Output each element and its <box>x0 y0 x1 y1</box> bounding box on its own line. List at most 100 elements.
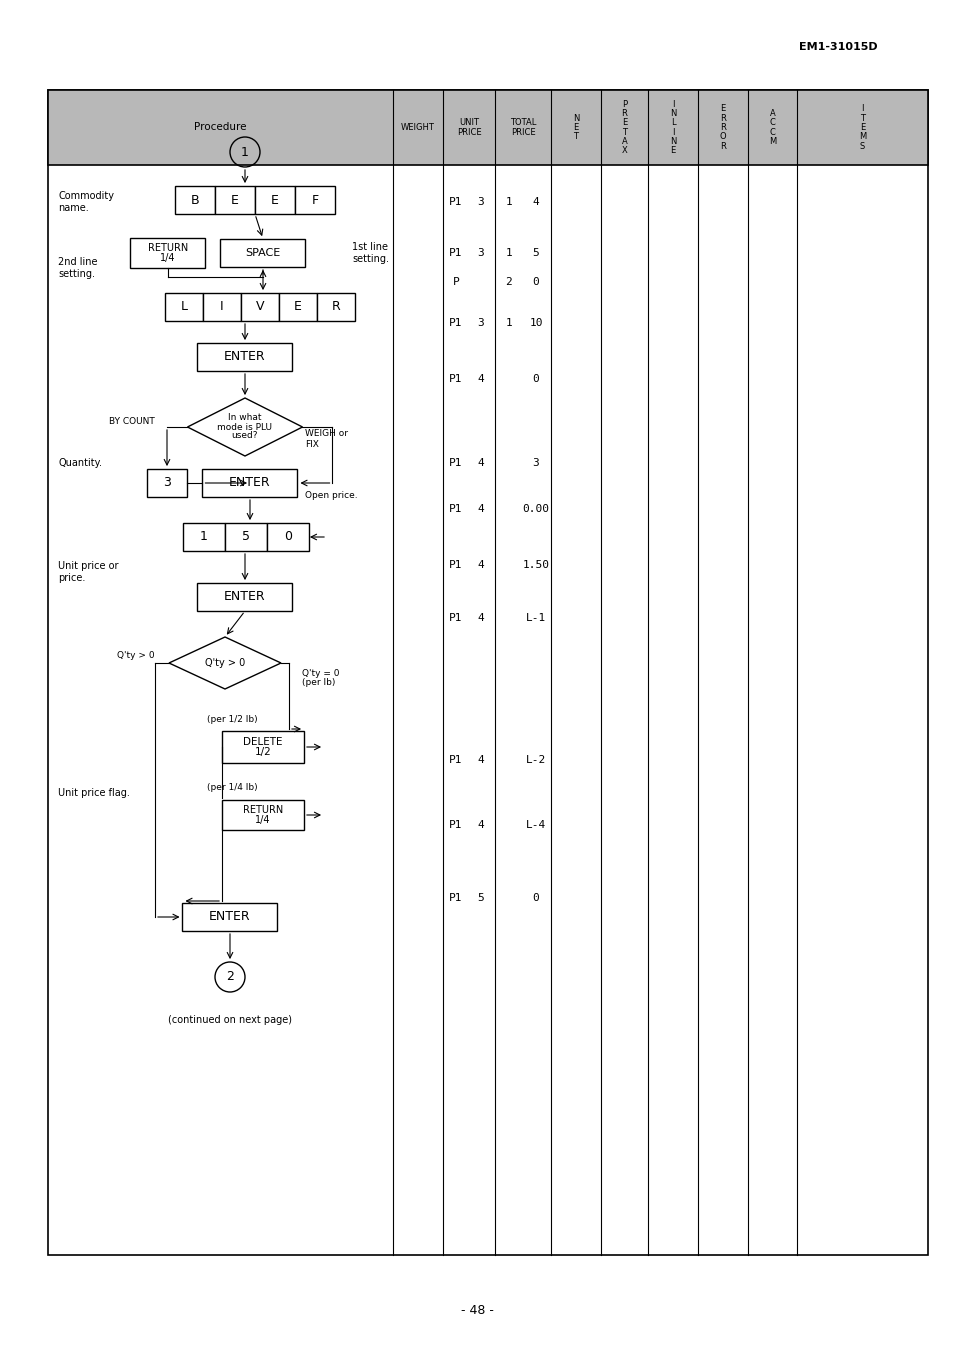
Text: Q'ty > 0: Q'ty > 0 <box>117 651 154 659</box>
Text: Q'ty = 0
(per lb): Q'ty = 0 (per lb) <box>302 668 339 687</box>
Bar <box>48 90 927 165</box>
Text: A
C
C
M: A C C M <box>768 109 776 147</box>
Bar <box>254 186 294 214</box>
Text: P
R
E
T
A
X: P R E T A X <box>621 100 627 156</box>
Text: 1: 1 <box>505 196 512 207</box>
Text: 4: 4 <box>477 459 484 468</box>
Text: L-4: L-4 <box>525 820 545 830</box>
Text: E
R
R
O
R: E R R O R <box>719 105 725 151</box>
Text: E: E <box>271 194 278 207</box>
Text: N
E
T: N E T <box>572 113 578 141</box>
Bar <box>222 800 304 830</box>
Text: 4: 4 <box>477 755 484 765</box>
Text: 1: 1 <box>505 317 512 328</box>
Text: 10: 10 <box>529 317 542 328</box>
Text: B: B <box>191 194 199 207</box>
Text: E: E <box>294 300 301 313</box>
Text: P1: P1 <box>449 613 462 623</box>
Text: L: L <box>180 300 188 313</box>
Text: P1: P1 <box>449 317 462 328</box>
Text: 1: 1 <box>241 145 249 159</box>
Text: 3: 3 <box>163 476 171 490</box>
Text: 4: 4 <box>477 374 484 385</box>
Bar <box>220 239 305 268</box>
Text: I
T
E
M
S: I T E M S <box>858 105 865 151</box>
Bar <box>183 523 225 551</box>
Text: RETURN
1/4: RETURN 1/4 <box>243 804 283 826</box>
Text: ENTER: ENTER <box>224 590 266 604</box>
Text: P1: P1 <box>449 374 462 385</box>
Bar <box>316 293 355 321</box>
Bar <box>174 186 214 214</box>
Bar <box>48 90 927 165</box>
Text: P: P <box>452 277 459 286</box>
Bar <box>241 293 278 321</box>
Text: 3: 3 <box>477 317 484 328</box>
Text: 0: 0 <box>532 893 538 902</box>
Text: 4: 4 <box>532 196 538 207</box>
Text: (per 1/4 lb): (per 1/4 lb) <box>207 783 257 791</box>
Text: Unit price flag.: Unit price flag. <box>58 788 130 798</box>
Text: F: F <box>311 194 318 207</box>
Text: 0: 0 <box>532 374 538 385</box>
Text: Quantity.: Quantity. <box>58 459 102 468</box>
Text: 1.50: 1.50 <box>522 560 549 570</box>
Text: L-2: L-2 <box>525 755 545 765</box>
Bar <box>267 523 309 551</box>
Text: ENTER: ENTER <box>224 351 266 363</box>
Bar <box>48 90 927 1255</box>
Text: 2: 2 <box>226 971 233 983</box>
Text: Commodity
name.: Commodity name. <box>58 191 113 214</box>
Text: 1: 1 <box>505 247 512 258</box>
Text: 0: 0 <box>284 530 292 543</box>
Text: P1: P1 <box>449 459 462 468</box>
Text: 3: 3 <box>477 247 484 258</box>
Text: 1: 1 <box>200 530 208 543</box>
Text: (continued on next page): (continued on next page) <box>168 1015 292 1025</box>
Text: Unit price or
price.: Unit price or price. <box>58 561 118 584</box>
Bar <box>131 238 205 268</box>
Bar <box>278 293 316 321</box>
Text: - 48 -: - 48 - <box>460 1303 493 1317</box>
Bar <box>182 902 277 931</box>
Text: 5: 5 <box>532 247 538 258</box>
Text: 2nd line
setting.: 2nd line setting. <box>58 257 97 280</box>
Text: 3: 3 <box>532 459 538 468</box>
Text: DELETE
1/2: DELETE 1/2 <box>243 737 282 757</box>
Text: Procedure: Procedure <box>194 122 247 133</box>
Text: ENTER: ENTER <box>209 911 251 924</box>
Text: 4: 4 <box>477 613 484 623</box>
Bar <box>147 469 187 498</box>
Text: SPACE: SPACE <box>245 247 280 258</box>
Bar <box>203 293 241 321</box>
Bar <box>214 186 254 214</box>
Text: P1: P1 <box>449 247 462 258</box>
Text: 4: 4 <box>477 820 484 830</box>
Text: In what
mode is PLU
used?: In what mode is PLU used? <box>217 413 273 441</box>
Text: BY COUNT: BY COUNT <box>110 417 154 425</box>
Text: RETURN
1/4: RETURN 1/4 <box>148 242 188 264</box>
Text: P1: P1 <box>449 893 462 902</box>
Text: 4: 4 <box>477 560 484 570</box>
Text: ENTER: ENTER <box>229 476 271 490</box>
Text: (per 1/2 lb): (per 1/2 lb) <box>207 716 257 725</box>
Text: V: V <box>255 300 264 313</box>
Text: 3: 3 <box>477 196 484 207</box>
Bar <box>225 523 267 551</box>
Bar <box>222 730 304 763</box>
Text: Q'ty > 0: Q'ty > 0 <box>205 658 245 668</box>
Text: P1: P1 <box>449 504 462 514</box>
Text: 1st line
setting.: 1st line setting. <box>352 242 389 264</box>
Text: P1: P1 <box>449 560 462 570</box>
Text: 0.00: 0.00 <box>522 504 549 514</box>
Text: P1: P1 <box>449 755 462 765</box>
Text: 2: 2 <box>505 277 512 286</box>
Text: Open price.: Open price. <box>305 491 357 500</box>
Text: R: R <box>332 300 340 313</box>
Text: P1: P1 <box>449 820 462 830</box>
Text: TOTAL
PRICE: TOTAL PRICE <box>509 118 536 137</box>
Text: 4: 4 <box>477 504 484 514</box>
Text: UNIT
PRICE: UNIT PRICE <box>456 118 481 137</box>
Text: EM1-31015D: EM1-31015D <box>799 42 877 52</box>
Text: P1: P1 <box>449 196 462 207</box>
